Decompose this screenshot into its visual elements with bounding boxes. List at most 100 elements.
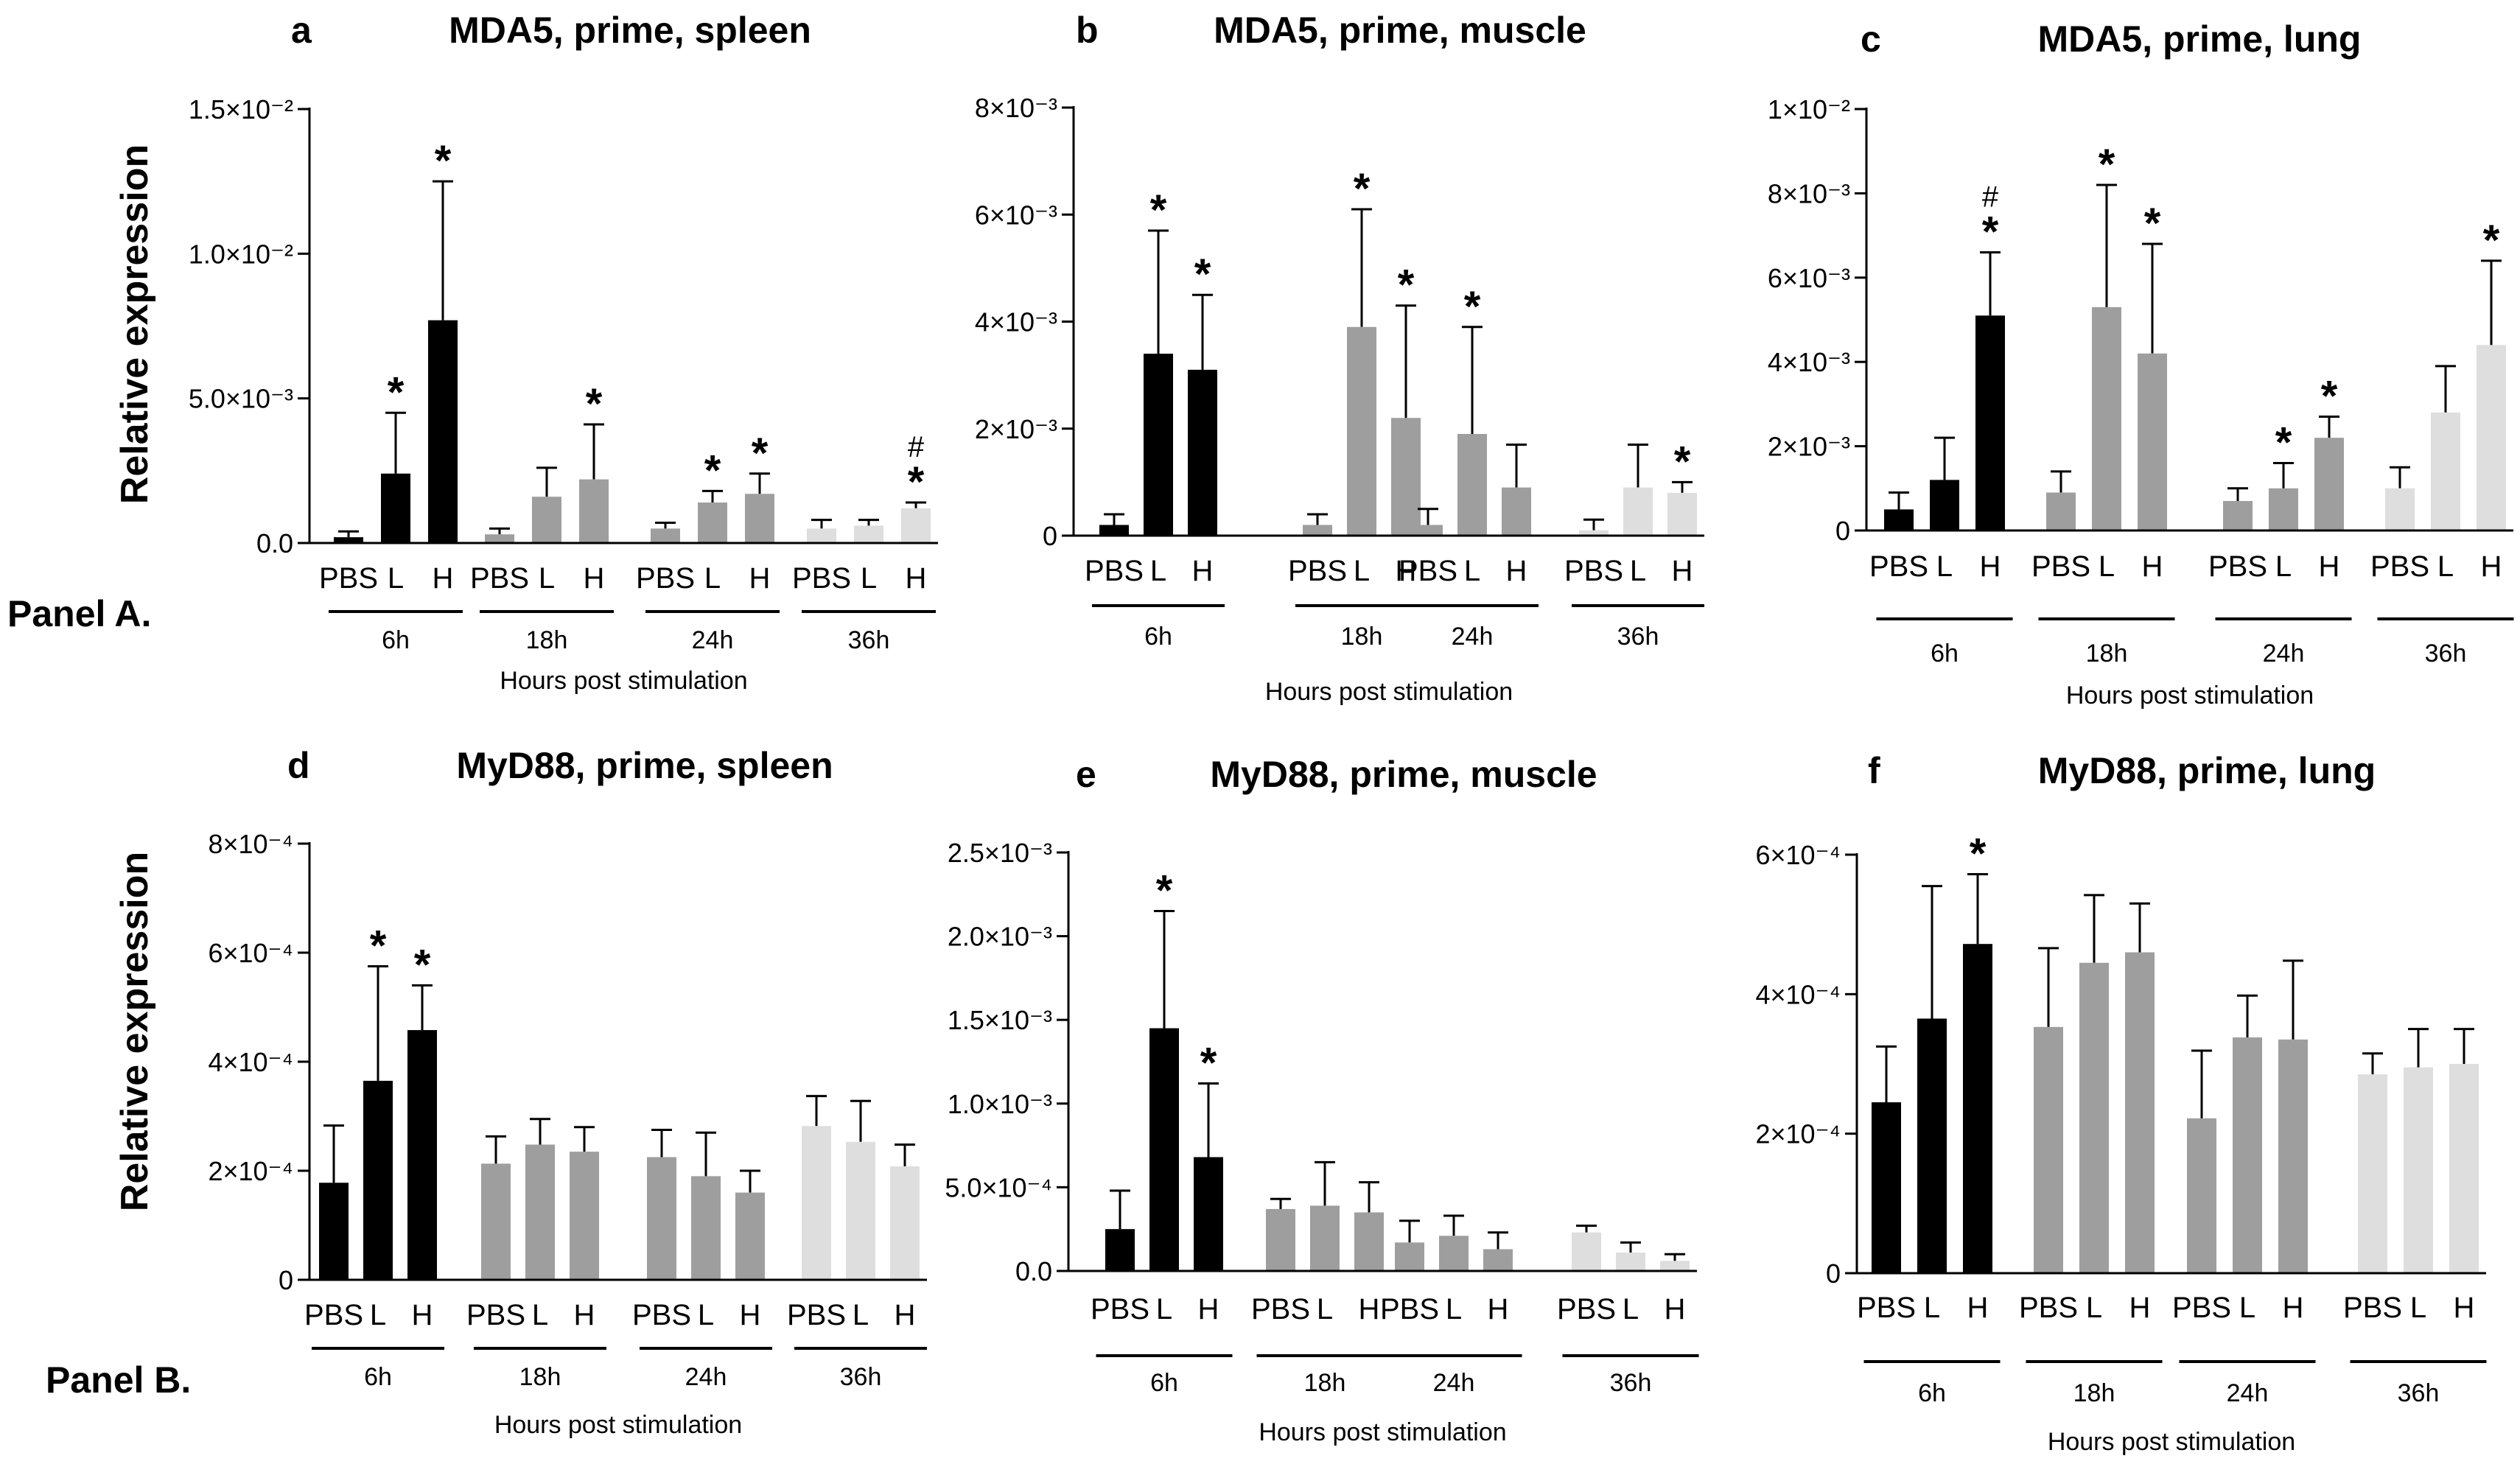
- bar-24h-PBS: [2187, 1118, 2216, 1273]
- group-label: 36h: [848, 626, 890, 654]
- significance-star: *: [1464, 283, 1481, 331]
- bar-6h-L: [1149, 1028, 1179, 1271]
- category-label: PBS: [636, 562, 695, 595]
- category-label: L: [853, 1299, 869, 1331]
- category-label: H: [584, 562, 605, 595]
- bar-6h-PBS: [334, 537, 363, 543]
- category-label: PBS: [304, 1299, 363, 1331]
- group-label: 24h: [1433, 1369, 1475, 1397]
- group-label: 24h: [1452, 623, 1494, 651]
- chart-panel-c: c MDA5, prime, lung 0 2×10⁻³ 4×10⁻³ 6×10⁻³ 8×1…: [1768, 18, 2514, 710]
- bar-6h-PBS: [1872, 1102, 1901, 1273]
- category-label: PBS: [1091, 1293, 1149, 1325]
- bar-18h-H: [2125, 952, 2155, 1273]
- y-tick-label: 2×10⁻⁴: [1755, 1119, 1841, 1149]
- bar-36h-H: [890, 1166, 920, 1280]
- category-label: L: [1623, 1293, 1639, 1325]
- bar-18h-PBS: [1266, 1208, 1295, 1271]
- y-tick-label: 4×10⁻³: [1768, 347, 1850, 377]
- category-label: H: [2283, 1292, 2304, 1324]
- significance-star: *: [908, 458, 925, 506]
- bar-6h-H: [1194, 1157, 1223, 1271]
- panel-letter: b: [1076, 10, 1099, 51]
- bar-18h-L: [525, 1144, 555, 1280]
- bar-18h-H: [570, 1152, 599, 1280]
- category-label: L: [388, 562, 404, 595]
- y-tick-label: 6×10⁻⁴: [1755, 840, 1841, 870]
- x-axis-label: Hours post stimulation: [1265, 678, 1513, 706]
- y-tick-label: 1.5×10⁻²: [189, 94, 293, 125]
- bar-6h-H: [1188, 369, 1217, 536]
- bar-36h-L: [1616, 1253, 1645, 1271]
- category-label: H: [2481, 550, 2502, 583]
- bar-18h-H: [579, 479, 609, 543]
- category-label: H: [1359, 1293, 1380, 1325]
- chart-panel-d: d MyD88, prime, spleen Relative expression…: [113, 745, 927, 1439]
- bar-18h-H: [1354, 1212, 1384, 1271]
- category-label: PBS: [1380, 1293, 1439, 1325]
- significance-star: *: [370, 922, 387, 970]
- y-axis-label: Relative expression: [113, 144, 156, 504]
- category-label: H: [1198, 1293, 1219, 1325]
- group-label: 24h: [2263, 640, 2305, 668]
- category-label: PBS: [1857, 1292, 1916, 1324]
- category-label: PBS: [787, 1299, 846, 1331]
- category-label: PBS: [2208, 550, 2267, 583]
- category-label: L: [539, 562, 555, 595]
- category-label: H: [433, 562, 454, 595]
- category-label: L: [2086, 1292, 2102, 1324]
- y-tick-label: 4×10⁻⁴: [208, 1047, 293, 1077]
- category-label: L: [1317, 1293, 1333, 1325]
- category-label: H: [1967, 1292, 1989, 1324]
- category-label: H: [1980, 550, 2001, 583]
- category-label: H: [574, 1299, 595, 1331]
- category-label: PBS: [2343, 1292, 2402, 1324]
- bar-24h-L: [691, 1176, 721, 1280]
- group-label: 24h: [685, 1363, 727, 1391]
- bar-24h-L: [698, 502, 727, 543]
- category-label: PBS: [1557, 1293, 1616, 1325]
- significance-star: *: [2099, 141, 2115, 189]
- bar-6h-L: [1930, 480, 1959, 530]
- bar-6h-H: [1975, 315, 2005, 530]
- category-label: L: [1446, 1293, 1462, 1325]
- bar-24h-H: [735, 1192, 765, 1280]
- y-tick-label: 8×10⁻⁴: [208, 829, 293, 859]
- category-label: H: [749, 562, 771, 595]
- panel-letter: f: [1868, 750, 1880, 791]
- category-label: L: [2099, 550, 2115, 583]
- bar-36h-L: [2404, 1067, 2433, 1273]
- category-label: L: [1464, 555, 1480, 587]
- chart-title: MyD88, prime, muscle: [1210, 754, 1597, 795]
- significance-star: *: [414, 941, 431, 989]
- y-tick-label: 8×10⁻³: [975, 93, 1057, 123]
- chart-title: MyD88, prime, lung: [2038, 750, 2376, 791]
- chart-title: MDA5, prime, muscle: [1214, 10, 1586, 51]
- bar-24h-L: [2269, 488, 2298, 530]
- bar-18h-H: [1391, 418, 1421, 536]
- category-label: H: [1506, 555, 1527, 587]
- category-label: L: [1936, 550, 1953, 583]
- category-label: H: [2142, 550, 2163, 583]
- significance-star: *: [704, 446, 721, 494]
- bar-18h-L: [2079, 962, 2109, 1273]
- category-label: H: [1672, 555, 1693, 587]
- y-tick-label: 0.0: [256, 528, 293, 558]
- category-label: L: [2275, 550, 2292, 583]
- category-label: L: [704, 562, 721, 595]
- bar-36h-PBS: [1579, 530, 1609, 536]
- bar-36h-PBS: [802, 1126, 831, 1280]
- y-tick-label: 5.0×10⁻³: [189, 384, 293, 414]
- bar-36h-L: [846, 1141, 875, 1280]
- y-tick-label: 6×10⁻⁴: [208, 938, 293, 968]
- chart-title: MDA5, prime, spleen: [449, 10, 811, 51]
- category-label: PBS: [1869, 550, 1928, 583]
- y-tick-label: 0: [1826, 1258, 1841, 1289]
- panel-letter: e: [1076, 754, 1096, 795]
- chart-title: MDA5, prime, lung: [2038, 18, 2362, 60]
- bar-36h-L: [1623, 487, 1653, 536]
- bar-6h-L: [1144, 354, 1173, 536]
- significance-hash: #: [908, 431, 925, 463]
- bar-24h-PBS: [2223, 500, 2253, 530]
- significance-star: *: [1200, 1040, 1217, 1088]
